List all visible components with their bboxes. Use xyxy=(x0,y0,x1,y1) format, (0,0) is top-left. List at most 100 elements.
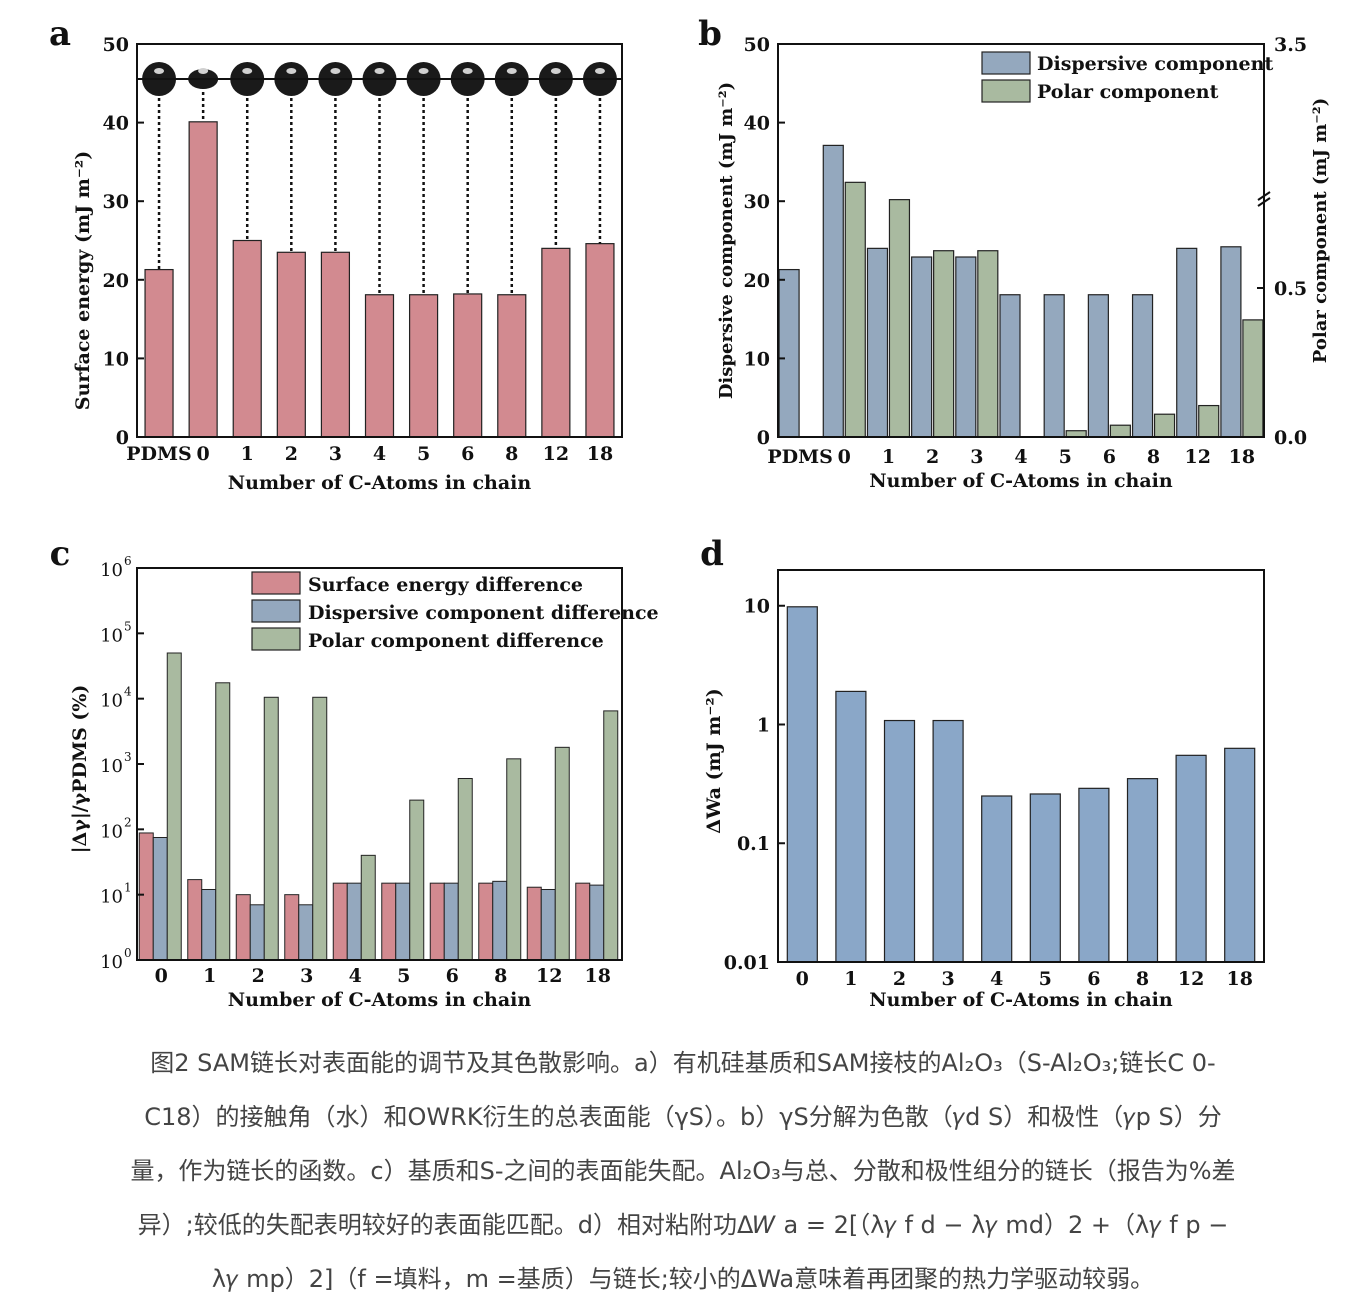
bar-surface-energy xyxy=(364,294,395,438)
y-tick-label: 10 xyxy=(100,952,123,973)
x-tick-label: 12 xyxy=(536,965,562,987)
x-tick-label: 6 xyxy=(1103,446,1116,468)
legend-label: Polar component difference xyxy=(308,630,604,652)
bar-dispersive xyxy=(1220,246,1242,438)
bar-delta-wa xyxy=(981,795,1013,963)
bar-delta-wa xyxy=(1175,754,1207,963)
bar-delta-wa xyxy=(786,606,818,963)
bar-surface-diff xyxy=(478,882,494,961)
y-tick-label: 40 xyxy=(744,113,770,135)
panel-letter: a xyxy=(49,14,71,54)
caption-line: C18）的接触角（水）和OWRK衍生的总表面能（γS）。b）γS分解为色散（𝛾d… xyxy=(144,1103,1222,1131)
bar-dispersive xyxy=(1176,247,1198,438)
panel-letter: b xyxy=(698,14,722,54)
bar-polar xyxy=(1198,404,1220,438)
bar-delta-wa xyxy=(835,690,867,963)
bar-polar-diff xyxy=(506,758,522,961)
legend-swatch-polar xyxy=(981,79,1031,103)
y-tick-label: 10 xyxy=(100,887,123,908)
bar-dispersive-diff xyxy=(492,880,508,961)
bar-delta-wa xyxy=(1224,747,1256,963)
bar-surface-diff xyxy=(526,886,542,961)
legend-swatch xyxy=(251,571,301,595)
bar-dispersive xyxy=(866,247,889,438)
y-tick-label: 10 xyxy=(100,625,123,646)
legend-swatch xyxy=(251,599,301,623)
bar-polar xyxy=(1242,319,1264,438)
droplet-highlight xyxy=(550,68,561,74)
y-axis-label: Dispersive component (mJ m⁻²) xyxy=(716,82,737,399)
bar-polar-diff xyxy=(360,854,376,961)
y-axis-label: Surface energy (mJ m⁻²) xyxy=(72,151,94,410)
droplet-highlight xyxy=(198,68,209,74)
y-axis-label: |Δγ|/γPDMS (%) xyxy=(69,685,91,854)
bar-dispersive xyxy=(999,294,1021,438)
bar-dispersive xyxy=(911,256,933,438)
bar-surface-energy xyxy=(497,294,527,438)
bar-dispersive-diff xyxy=(201,888,217,961)
x-tick-label: 0 xyxy=(197,443,210,465)
bar-dispersive-diff xyxy=(298,904,314,961)
figure-caption: 图2 SAM链长对表面能的调节及其色散影响。a）有机硅基质和SAM接枝的Al₂O… xyxy=(10,1036,1356,1306)
x-tick-label: 3 xyxy=(329,443,342,465)
x-tick-label: 5 xyxy=(1039,968,1052,990)
x-tick-label: PDMS xyxy=(767,446,833,468)
bar-dispersive xyxy=(955,256,977,438)
bar-polar-diff xyxy=(603,710,619,961)
droplet-highlight xyxy=(506,68,517,74)
bar-dispersive-diff xyxy=(443,882,459,961)
legend-label: Dispersive component xyxy=(1037,53,1273,75)
droplet-highlight xyxy=(418,68,429,74)
bar-dispersive xyxy=(822,144,844,438)
bar-dispersive-diff xyxy=(346,882,362,961)
droplet-highlight xyxy=(286,68,297,74)
bar-dispersive xyxy=(1131,294,1154,438)
x-tick-label: 6 xyxy=(1087,968,1100,990)
bar-polar-diff xyxy=(409,799,425,961)
y-tick-label: 20 xyxy=(103,270,129,292)
bar-polar-diff xyxy=(215,682,231,961)
y-tick-label: 1 xyxy=(757,714,770,736)
y-tick-label: 10 xyxy=(744,596,770,618)
plot-frame xyxy=(136,43,623,438)
bar-delta-wa xyxy=(1126,778,1159,963)
y-axis-label: ΔWa (mJ m⁻²) xyxy=(703,688,725,834)
x-tick-label: 1 xyxy=(844,968,857,990)
x-axis-label: Number of C-Atoms in chain xyxy=(228,989,532,1011)
droplet-highlight xyxy=(594,68,605,74)
y-tick-label: 10 xyxy=(100,691,123,712)
bar-surface-diff xyxy=(235,894,251,961)
x-tick-label: 18 xyxy=(1229,446,1255,468)
legend-label: Surface energy difference xyxy=(308,574,583,596)
x-tick-label: 4 xyxy=(990,968,1003,990)
bar-surface-energy xyxy=(188,121,218,438)
x-tick-label: 3 xyxy=(941,968,954,990)
bar-surface-energy xyxy=(541,247,571,438)
x-tick-label: 12 xyxy=(1178,968,1204,990)
bar-surface-energy xyxy=(585,243,615,438)
y-tick-label: 0 xyxy=(116,427,129,449)
x-tick-label: 6 xyxy=(446,965,459,987)
caption-line: 量，作为链长的函数。c）基质和S-之间的表面能失配。Al₂O₃与总、分散和极性组… xyxy=(130,1157,1236,1185)
x-tick-label: 18 xyxy=(1226,968,1252,990)
bar-polar xyxy=(844,181,866,438)
bar-polar xyxy=(888,199,911,438)
bar-surface-diff xyxy=(332,882,348,961)
y2-tick-label: 0.5 xyxy=(1274,278,1307,300)
y2-axis-label: Polar component (mJ m⁻²) xyxy=(1310,98,1331,363)
x-tick-label: 0 xyxy=(796,968,809,990)
droplet-highlight xyxy=(330,68,341,74)
x-tick-label: 5 xyxy=(417,443,430,465)
bar-surface-energy xyxy=(320,251,351,438)
bar-polar xyxy=(1109,424,1131,438)
bar-surface-diff xyxy=(284,894,300,961)
y-tick-exponent: 3 xyxy=(124,750,132,764)
x-axis-label: Number of C-Atoms in chain xyxy=(869,989,1173,1011)
bar-dispersive-diff xyxy=(540,888,556,961)
x-tick-label: 4 xyxy=(373,443,386,465)
bar-polar-diff xyxy=(554,746,570,961)
x-tick-label: 2 xyxy=(285,443,298,465)
droplet-highlight xyxy=(374,68,385,74)
